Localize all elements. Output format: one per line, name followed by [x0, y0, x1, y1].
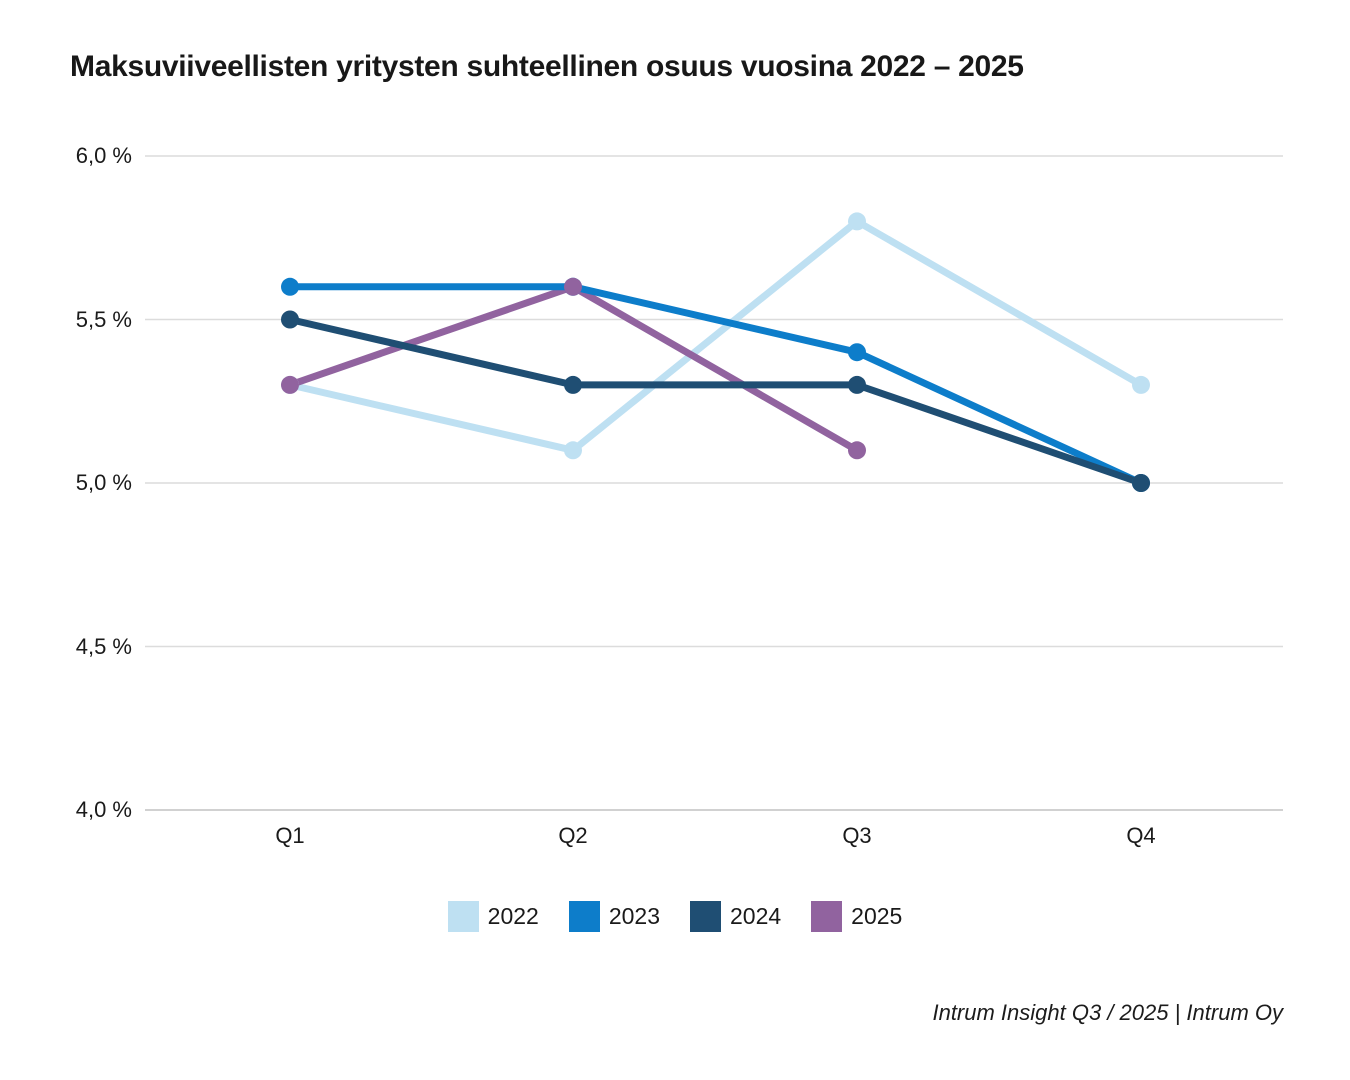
data-point-2024-Q3	[848, 375, 866, 394]
source-attribution: Intrum Insight Q3 / 2025 | Intrum Oy	[932, 1000, 1283, 1025]
legend-swatch-2024	[690, 901, 721, 932]
legend-item-2025: 2025	[811, 901, 902, 932]
legend-item-2023: 2023	[568, 901, 660, 932]
data-point-2024-Q2	[564, 375, 582, 394]
legend-label: 2022	[487, 903, 539, 929]
y-axis-tick-label: 4,0 %	[75, 797, 132, 822]
x-axis-tick-label-q3: Q3	[842, 823, 872, 848]
series-line-2025	[286, 283, 861, 454]
data-point-2023-Q3	[848, 343, 866, 362]
y-axis-tick-label: 6,0 %	[75, 143, 132, 168]
legend-swatch-2025	[811, 901, 843, 932]
data-point-2022-Q3	[848, 212, 866, 231]
chart-legend: 2022 2023 2024 2025	[0, 901, 1350, 932]
data-point-2025-Q1	[281, 375, 299, 394]
legend-item-2022: 2022	[447, 901, 539, 932]
data-point-2023-Q1	[281, 277, 299, 296]
y-axis-tick-label: 4,5 %	[75, 634, 132, 659]
x-axis-tick-label-q2: Q2	[558, 823, 588, 848]
data-point-2022-Q4	[1132, 375, 1150, 394]
y-axis-tick-label: 5,0 %	[75, 470, 132, 495]
legend-label: 2025	[851, 903, 903, 929]
legend-swatch-2023	[568, 901, 600, 932]
x-axis-tick-label-q1: Q1	[275, 823, 305, 848]
data-point-2022-Q2	[564, 441, 582, 460]
series-line-2024	[286, 316, 1145, 487]
data-point-2024-Q1	[281, 310, 299, 329]
x-axis-tick-label-q4: Q4	[1126, 823, 1156, 848]
data-point-2024-Q4	[1132, 474, 1150, 492]
data-point-2025-Q2	[564, 277, 582, 296]
legend-item-2024: 2024	[690, 901, 781, 932]
data-point-2025-Q3	[848, 441, 866, 460]
legend-label: 2024	[730, 903, 782, 929]
series-line-2022	[286, 217, 1145, 454]
legend-swatch-2022	[447, 901, 479, 932]
legend-label: 2023	[608, 903, 660, 929]
series-line-2023	[286, 283, 1145, 487]
chart-title: Maksuviiveellisten yritysten suhteelline…	[70, 50, 1024, 83]
y-axis-tick-label: 5,5 %	[75, 307, 132, 332]
